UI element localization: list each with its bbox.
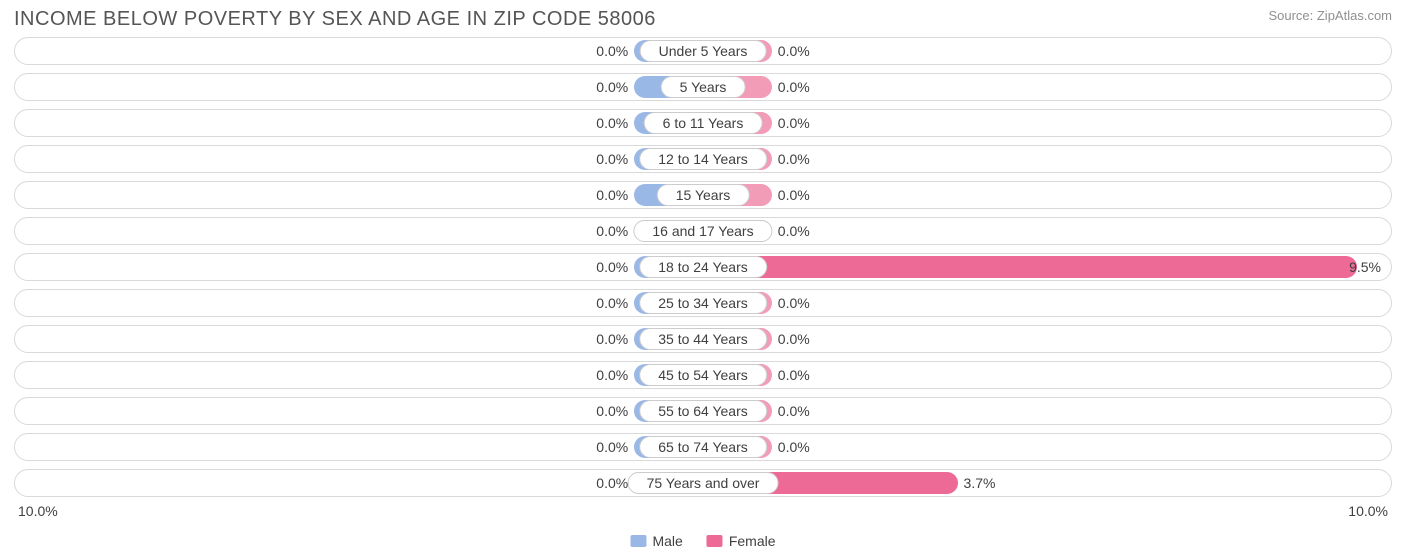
- poverty-by-sex-age-chart: INCOME BELOW POVERTY BY SEX AND AGE IN Z…: [0, 0, 1406, 559]
- category-label: 25 to 34 Years: [639, 292, 767, 314]
- value-female: 0.0%: [778, 398, 810, 424]
- chart-rows: Under 5 Years0.0%0.0%5 Years0.0%0.0%6 to…: [14, 37, 1392, 497]
- category-label: Under 5 Years: [640, 40, 767, 62]
- value-male: 0.0%: [596, 254, 628, 280]
- category-label: 55 to 64 Years: [639, 400, 767, 422]
- category-label: 65 to 74 Years: [639, 436, 767, 458]
- value-female: 0.0%: [778, 182, 810, 208]
- value-male: 0.0%: [596, 362, 628, 388]
- category-label: 5 Years: [661, 76, 746, 98]
- axis-left-label: 10.0%: [18, 503, 58, 519]
- chart-source: Source: ZipAtlas.com: [1268, 8, 1392, 23]
- axis-right-label: 10.0%: [1348, 503, 1388, 519]
- value-female: 0.0%: [778, 362, 810, 388]
- x-axis-labels: 10.0% 10.0%: [14, 503, 1392, 519]
- value-female: 0.0%: [778, 434, 810, 460]
- value-male: 0.0%: [596, 110, 628, 136]
- chart-row: Under 5 Years 0.0% 0.0%: [14, 37, 1392, 65]
- value-female: 0.0%: [778, 290, 810, 316]
- legend-item-female: Female: [707, 533, 776, 549]
- value-female: 0.0%: [778, 146, 810, 172]
- category-label: 35 to 44 Years: [639, 328, 767, 350]
- category-label: 45 to 54 Years: [639, 364, 767, 386]
- category-label: 16 and 17 Years: [633, 220, 772, 242]
- legend-label-female: Female: [729, 533, 776, 549]
- legend-label-male: Male: [652, 533, 682, 549]
- chart-row: 16 and 17 Years0.0%0.0%: [14, 217, 1392, 245]
- value-female: 9.5%: [1349, 254, 1381, 280]
- chart-row: 75 Years and over0.0% 3.7%: [14, 469, 1392, 497]
- chart-row: 5 Years 0.0% 0.0%: [14, 73, 1392, 101]
- legend-swatch-male: [630, 535, 646, 547]
- value-male: 0.0%: [596, 290, 628, 316]
- chart-title: INCOME BELOW POVERTY BY SEX AND AGE IN Z…: [14, 8, 656, 31]
- value-female: 0.0%: [778, 218, 810, 244]
- chart-header: INCOME BELOW POVERTY BY SEX AND AGE IN Z…: [14, 8, 1392, 31]
- chart-row: 45 to 54 Years 0.0% 0.0%: [14, 361, 1392, 389]
- chart-row: 18 to 24 Years 0.0% 9.5%: [14, 253, 1392, 281]
- value-male: 0.0%: [596, 38, 628, 64]
- chart-row: 55 to 64 Years 0.0% 0.0%: [14, 397, 1392, 425]
- legend: Male Female: [630, 533, 775, 549]
- value-male: 0.0%: [596, 326, 628, 352]
- category-label: 12 to 14 Years: [639, 148, 767, 170]
- chart-row: 15 Years 0.0% 0.0%: [14, 181, 1392, 209]
- value-female: 0.0%: [778, 326, 810, 352]
- category-label: 6 to 11 Years: [644, 112, 763, 134]
- value-female: 0.0%: [778, 74, 810, 100]
- value-female: 0.0%: [778, 110, 810, 136]
- chart-row: 65 to 74 Years 0.0% 0.0%: [14, 433, 1392, 461]
- chart-row: 12 to 14 Years 0.0% 0.0%: [14, 145, 1392, 173]
- value-male: 0.0%: [596, 182, 628, 208]
- value-male: 0.0%: [596, 434, 628, 460]
- chart-row: 6 to 11 Years 0.0% 0.0%: [14, 109, 1392, 137]
- category-label: 15 Years: [657, 184, 750, 206]
- value-male: 0.0%: [596, 470, 628, 496]
- chart-row: 35 to 44 Years 0.0% 0.0%: [14, 325, 1392, 353]
- chart-row: 25 to 34 Years 0.0% 0.0%: [14, 289, 1392, 317]
- legend-swatch-female: [707, 535, 723, 547]
- value-male: 0.0%: [596, 74, 628, 100]
- value-male: 0.0%: [596, 398, 628, 424]
- category-label: 75 Years and over: [628, 472, 779, 494]
- bar-female: [703, 256, 1357, 278]
- category-label: 18 to 24 Years: [639, 256, 767, 278]
- value-male: 0.0%: [596, 146, 628, 172]
- legend-item-male: Male: [630, 533, 682, 549]
- value-female: 3.7%: [964, 470, 996, 496]
- value-female: 0.0%: [778, 38, 810, 64]
- value-male: 0.0%: [596, 218, 628, 244]
